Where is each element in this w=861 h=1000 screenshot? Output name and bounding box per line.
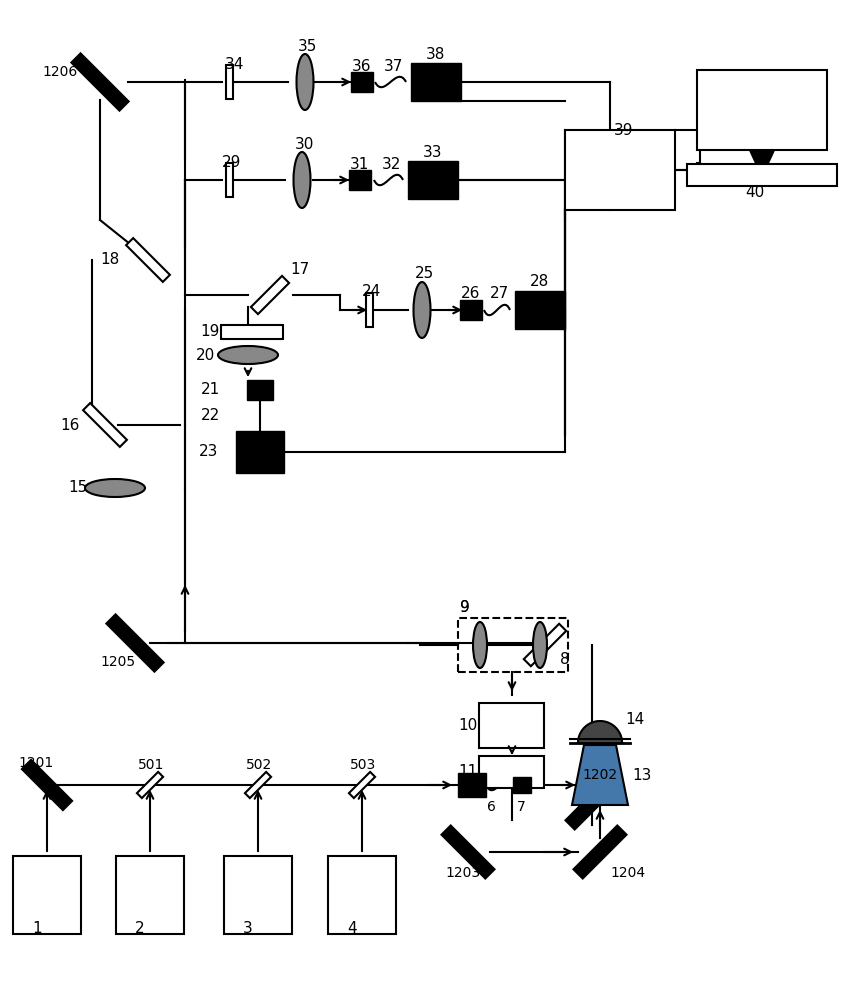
Ellipse shape xyxy=(296,54,313,110)
Text: 501: 501 xyxy=(138,758,164,772)
Text: 15: 15 xyxy=(68,481,87,495)
Text: 18: 18 xyxy=(100,252,119,267)
Text: 10: 10 xyxy=(458,717,478,732)
Text: 24: 24 xyxy=(362,284,381,300)
Ellipse shape xyxy=(473,622,486,668)
Text: 40: 40 xyxy=(744,185,764,200)
Text: 38: 38 xyxy=(425,47,445,62)
Text: 4: 4 xyxy=(347,921,356,936)
Ellipse shape xyxy=(85,479,145,497)
Polygon shape xyxy=(226,65,233,99)
Bar xyxy=(686,164,836,186)
Polygon shape xyxy=(349,772,375,798)
Text: 26: 26 xyxy=(461,286,480,302)
Text: 35: 35 xyxy=(298,39,317,54)
Text: 23: 23 xyxy=(198,444,218,460)
Text: 3: 3 xyxy=(243,921,252,936)
Bar xyxy=(514,291,564,329)
Polygon shape xyxy=(71,53,128,111)
Polygon shape xyxy=(22,760,72,810)
Ellipse shape xyxy=(218,346,278,364)
Bar xyxy=(512,777,530,793)
Text: 503: 503 xyxy=(350,758,375,772)
Text: 34: 34 xyxy=(225,57,244,72)
Ellipse shape xyxy=(413,282,430,338)
Text: 1203: 1203 xyxy=(444,866,480,880)
Bar xyxy=(116,856,183,934)
Text: 30: 30 xyxy=(294,137,314,152)
Polygon shape xyxy=(366,293,373,327)
Text: 21: 21 xyxy=(201,382,220,397)
Polygon shape xyxy=(441,825,494,879)
Text: 16: 16 xyxy=(60,418,79,432)
Polygon shape xyxy=(523,624,566,666)
Bar xyxy=(479,702,544,747)
Bar xyxy=(350,72,373,92)
Text: 32: 32 xyxy=(381,157,401,172)
Bar xyxy=(328,856,395,934)
Text: 33: 33 xyxy=(423,145,442,160)
Text: 14: 14 xyxy=(624,712,643,727)
Text: 1202: 1202 xyxy=(581,768,616,782)
Polygon shape xyxy=(83,403,127,447)
Text: 7: 7 xyxy=(517,800,525,814)
Bar xyxy=(236,431,283,473)
Text: 36: 36 xyxy=(351,59,371,74)
Polygon shape xyxy=(137,772,163,798)
Bar xyxy=(564,130,674,210)
Text: 1204: 1204 xyxy=(610,866,644,880)
Text: 27: 27 xyxy=(489,286,509,302)
Polygon shape xyxy=(573,825,626,879)
Text: 17: 17 xyxy=(289,262,309,277)
Text: 37: 37 xyxy=(383,59,403,74)
Polygon shape xyxy=(226,163,233,197)
Text: 13: 13 xyxy=(631,768,651,782)
Text: 502: 502 xyxy=(245,758,272,772)
Text: 31: 31 xyxy=(350,157,369,172)
Text: 28: 28 xyxy=(530,274,548,290)
Polygon shape xyxy=(106,614,164,672)
Text: 25: 25 xyxy=(414,266,434,282)
Text: 8: 8 xyxy=(560,652,569,668)
Bar xyxy=(247,380,273,400)
Text: 11: 11 xyxy=(458,764,478,780)
Text: 39: 39 xyxy=(613,123,633,138)
Text: 1: 1 xyxy=(32,921,42,936)
Text: 9: 9 xyxy=(460,600,469,615)
Bar xyxy=(220,325,282,339)
Bar xyxy=(411,63,461,101)
Text: 2: 2 xyxy=(135,921,145,936)
Text: 22: 22 xyxy=(201,408,220,424)
Polygon shape xyxy=(251,276,288,314)
Bar xyxy=(224,856,292,934)
Bar xyxy=(457,773,486,797)
Text: 1201: 1201 xyxy=(18,756,53,770)
Text: 9: 9 xyxy=(460,600,469,615)
Text: 6: 6 xyxy=(486,800,495,814)
Ellipse shape xyxy=(532,622,547,668)
Polygon shape xyxy=(565,776,618,830)
Ellipse shape xyxy=(293,152,310,208)
Bar xyxy=(460,300,481,320)
Polygon shape xyxy=(749,151,773,164)
Text: 29: 29 xyxy=(222,155,241,170)
Bar xyxy=(457,618,567,672)
Text: 20: 20 xyxy=(195,348,214,362)
Text: 1206: 1206 xyxy=(42,65,77,79)
Polygon shape xyxy=(572,745,628,805)
Text: 19: 19 xyxy=(201,324,220,340)
Bar xyxy=(407,161,457,199)
Bar xyxy=(349,170,370,190)
Bar xyxy=(13,856,81,934)
Polygon shape xyxy=(245,772,270,798)
Polygon shape xyxy=(126,238,170,282)
Text: 1205: 1205 xyxy=(100,655,135,669)
Bar xyxy=(697,70,826,150)
Bar xyxy=(479,756,544,788)
